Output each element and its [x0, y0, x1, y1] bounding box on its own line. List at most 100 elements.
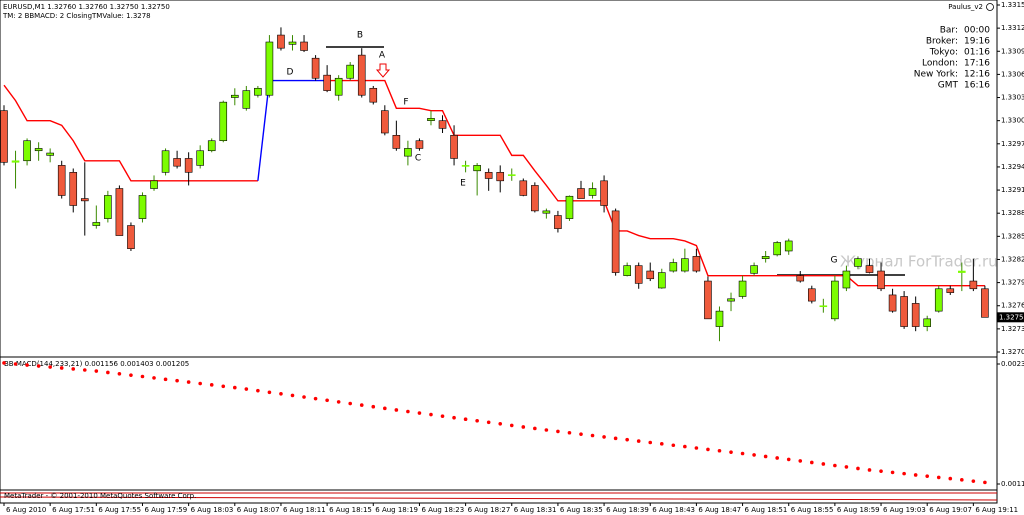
candle-body: [657, 272, 666, 289]
chart-subtitle: TM: 2 BBMACD: 2 ClosingTMValue: 1.3278: [2, 12, 151, 20]
macd-dot: [544, 428, 549, 432]
candle-body: [0, 110, 8, 163]
indicator-name: Paulus_v2: [948, 3, 983, 11]
x-tick-label: 6 Aug 18:23: [421, 506, 464, 514]
candle-body: [611, 210, 620, 273]
x-tick-label: 6 Aug 17:59: [144, 506, 187, 514]
macd-dot: [567, 430, 572, 435]
candle-body: [796, 275, 805, 282]
candle-body: [692, 256, 701, 272]
info-value: 12:16: [964, 70, 990, 80]
macd-dot: [821, 462, 826, 466]
x-tick-label: 6 Aug 17:55: [98, 506, 141, 514]
macd-dot: [706, 447, 710, 452]
macd-dot: [186, 380, 191, 384]
macd-dot: [325, 398, 329, 403]
candle-body: [46, 152, 54, 156]
macd-dot: [71, 367, 76, 371]
macd-dot: [302, 395, 306, 399]
candle-body: [161, 150, 170, 173]
macd-dot: [521, 425, 526, 429]
candle-body: [507, 174, 516, 176]
y-tick-label: 1.33065: [1001, 70, 1024, 78]
x-tick-label: 6 Aug 2010: [6, 506, 46, 514]
candle-body: [346, 64, 355, 79]
candle-body: [473, 165, 481, 172]
macd-dot: [636, 439, 641, 443]
candle-body: [404, 148, 412, 157]
candle-body: [577, 188, 585, 199]
candle-body: [104, 195, 112, 219]
macd-dot: [475, 418, 479, 423]
info-value: 17:16: [964, 59, 990, 69]
candle-body: [704, 280, 712, 320]
y-tick-label: 1.32975: [1001, 140, 1024, 148]
x-tick-label: 6 Aug 18:15: [329, 506, 372, 514]
candle-body: [981, 288, 989, 318]
macd-dot: [406, 409, 410, 414]
info-value: 19:16: [964, 37, 990, 47]
signal-arrow: [375, 63, 391, 78]
info-label: Tokyo:: [929, 48, 958, 58]
macd-dot: [902, 471, 906, 476]
macd-dot: [452, 415, 456, 420]
macd-dot: [279, 391, 283, 396]
macd-dot: [613, 436, 618, 441]
candle-body: [923, 318, 932, 327]
macd-dot: [602, 435, 606, 439]
macd-dot: [359, 403, 364, 407]
y-tick-label: 1.32765: [1001, 302, 1024, 310]
watermark: Журнал ForTrader.ru: [840, 253, 998, 271]
x-tick-label: 6 Aug 18:35: [560, 506, 603, 514]
macd-dot: [209, 383, 214, 387]
candle-body: [877, 270, 885, 290]
macd-dot: [48, 365, 52, 369]
candle-body: [969, 280, 978, 290]
macd-dot: [913, 473, 918, 477]
annotation: G: [831, 256, 838, 266]
macd-dot: [740, 451, 745, 456]
chart-title: EURUSD,M1 1.32760 1.32760 1.32750 1.3275…: [3, 3, 170, 11]
candle-body: [784, 240, 793, 252]
candle-body: [381, 110, 389, 134]
macd-dot: [371, 404, 376, 409]
annotation: C: [415, 154, 421, 164]
stop-line: [327, 79, 985, 287]
macd-dot: [129, 373, 133, 377]
macd-dot: [856, 466, 860, 471]
candle-body: [646, 270, 655, 280]
y-tick-label: 1.33095: [1001, 47, 1024, 55]
info-label: GMT: [938, 81, 959, 91]
candle-body: [750, 265, 758, 274]
macd-dot: [59, 366, 64, 370]
macd-dot: [671, 443, 676, 448]
candle-body: [357, 54, 366, 96]
indicator-icon[interactable]: [986, 3, 994, 11]
y-tick-label: 1.33155: [1001, 1, 1024, 9]
y-tick-label: 0.00114: [1001, 480, 1024, 488]
candle-body: [69, 172, 78, 206]
candle-body: [531, 185, 539, 212]
x-tick-label: 6 Aug 18:59: [837, 506, 880, 514]
candle-body: [23, 140, 31, 162]
candle-body: [900, 296, 908, 327]
x-tick-label: 6 Aug 19:03: [883, 506, 926, 514]
candle-body: [727, 298, 735, 302]
macd-dot: [256, 388, 260, 393]
info-label: New York:: [914, 70, 958, 80]
x-tick-label: 6 Aug 18:11: [283, 506, 326, 514]
candle-body: [842, 270, 851, 289]
candle-body: [184, 158, 193, 173]
candle-body: [173, 158, 181, 167]
info-value: 16:16: [964, 81, 990, 91]
candle-body: [773, 242, 781, 256]
macd-dot: [683, 444, 687, 449]
macd-dot: [717, 448, 722, 453]
macd-dot: [106, 370, 110, 375]
macd-dot: [440, 414, 445, 418]
macd-dot: [36, 364, 41, 368]
chart-frame: [0, 0, 998, 504]
macd-dot: [25, 363, 29, 367]
y-tick-label: 1.33005: [1001, 117, 1024, 125]
info-label: Bar:: [940, 26, 958, 36]
